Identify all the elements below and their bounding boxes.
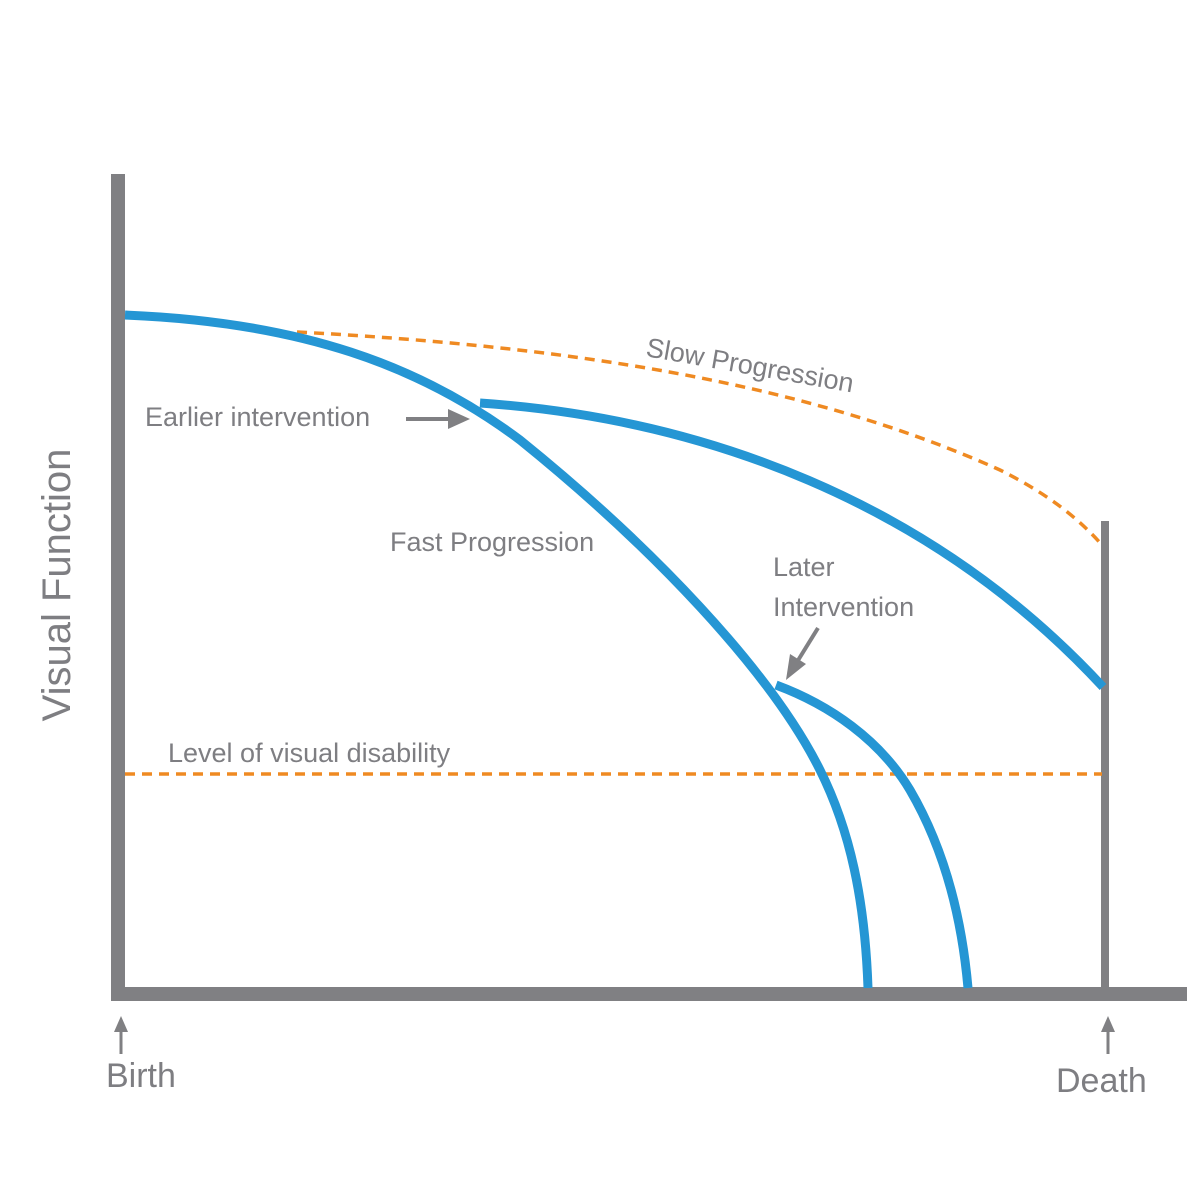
earlier-intervention-arrow-icon: [406, 409, 470, 429]
slow-progression-curve: [296, 330, 1104, 547]
fast-progression-curve: [124, 310, 873, 989]
earlier-intervention-label: Earlier intervention: [145, 402, 370, 432]
y-axis-label: Visual Function: [35, 449, 79, 722]
birth-arrow-icon: [114, 1016, 128, 1054]
later-intervention-arrow-icon: [786, 626, 820, 680]
birth-label: Birth: [106, 1057, 176, 1095]
slow-progression-label: Slow Progression: [644, 332, 856, 398]
death-label: Death: [1056, 1062, 1147, 1100]
disability-level-label: Level of visual disability: [168, 738, 451, 768]
fast-progression-label: Fast Progression: [390, 527, 594, 557]
death-arrow-icon: [1101, 1016, 1115, 1054]
later-intervention-label-line2: Intervention: [773, 592, 914, 622]
later-intervention-label-line1: Later: [773, 552, 835, 582]
earlier-intervention-curve: [479, 398, 1107, 691]
later-intervention-curve: [774, 680, 973, 989]
